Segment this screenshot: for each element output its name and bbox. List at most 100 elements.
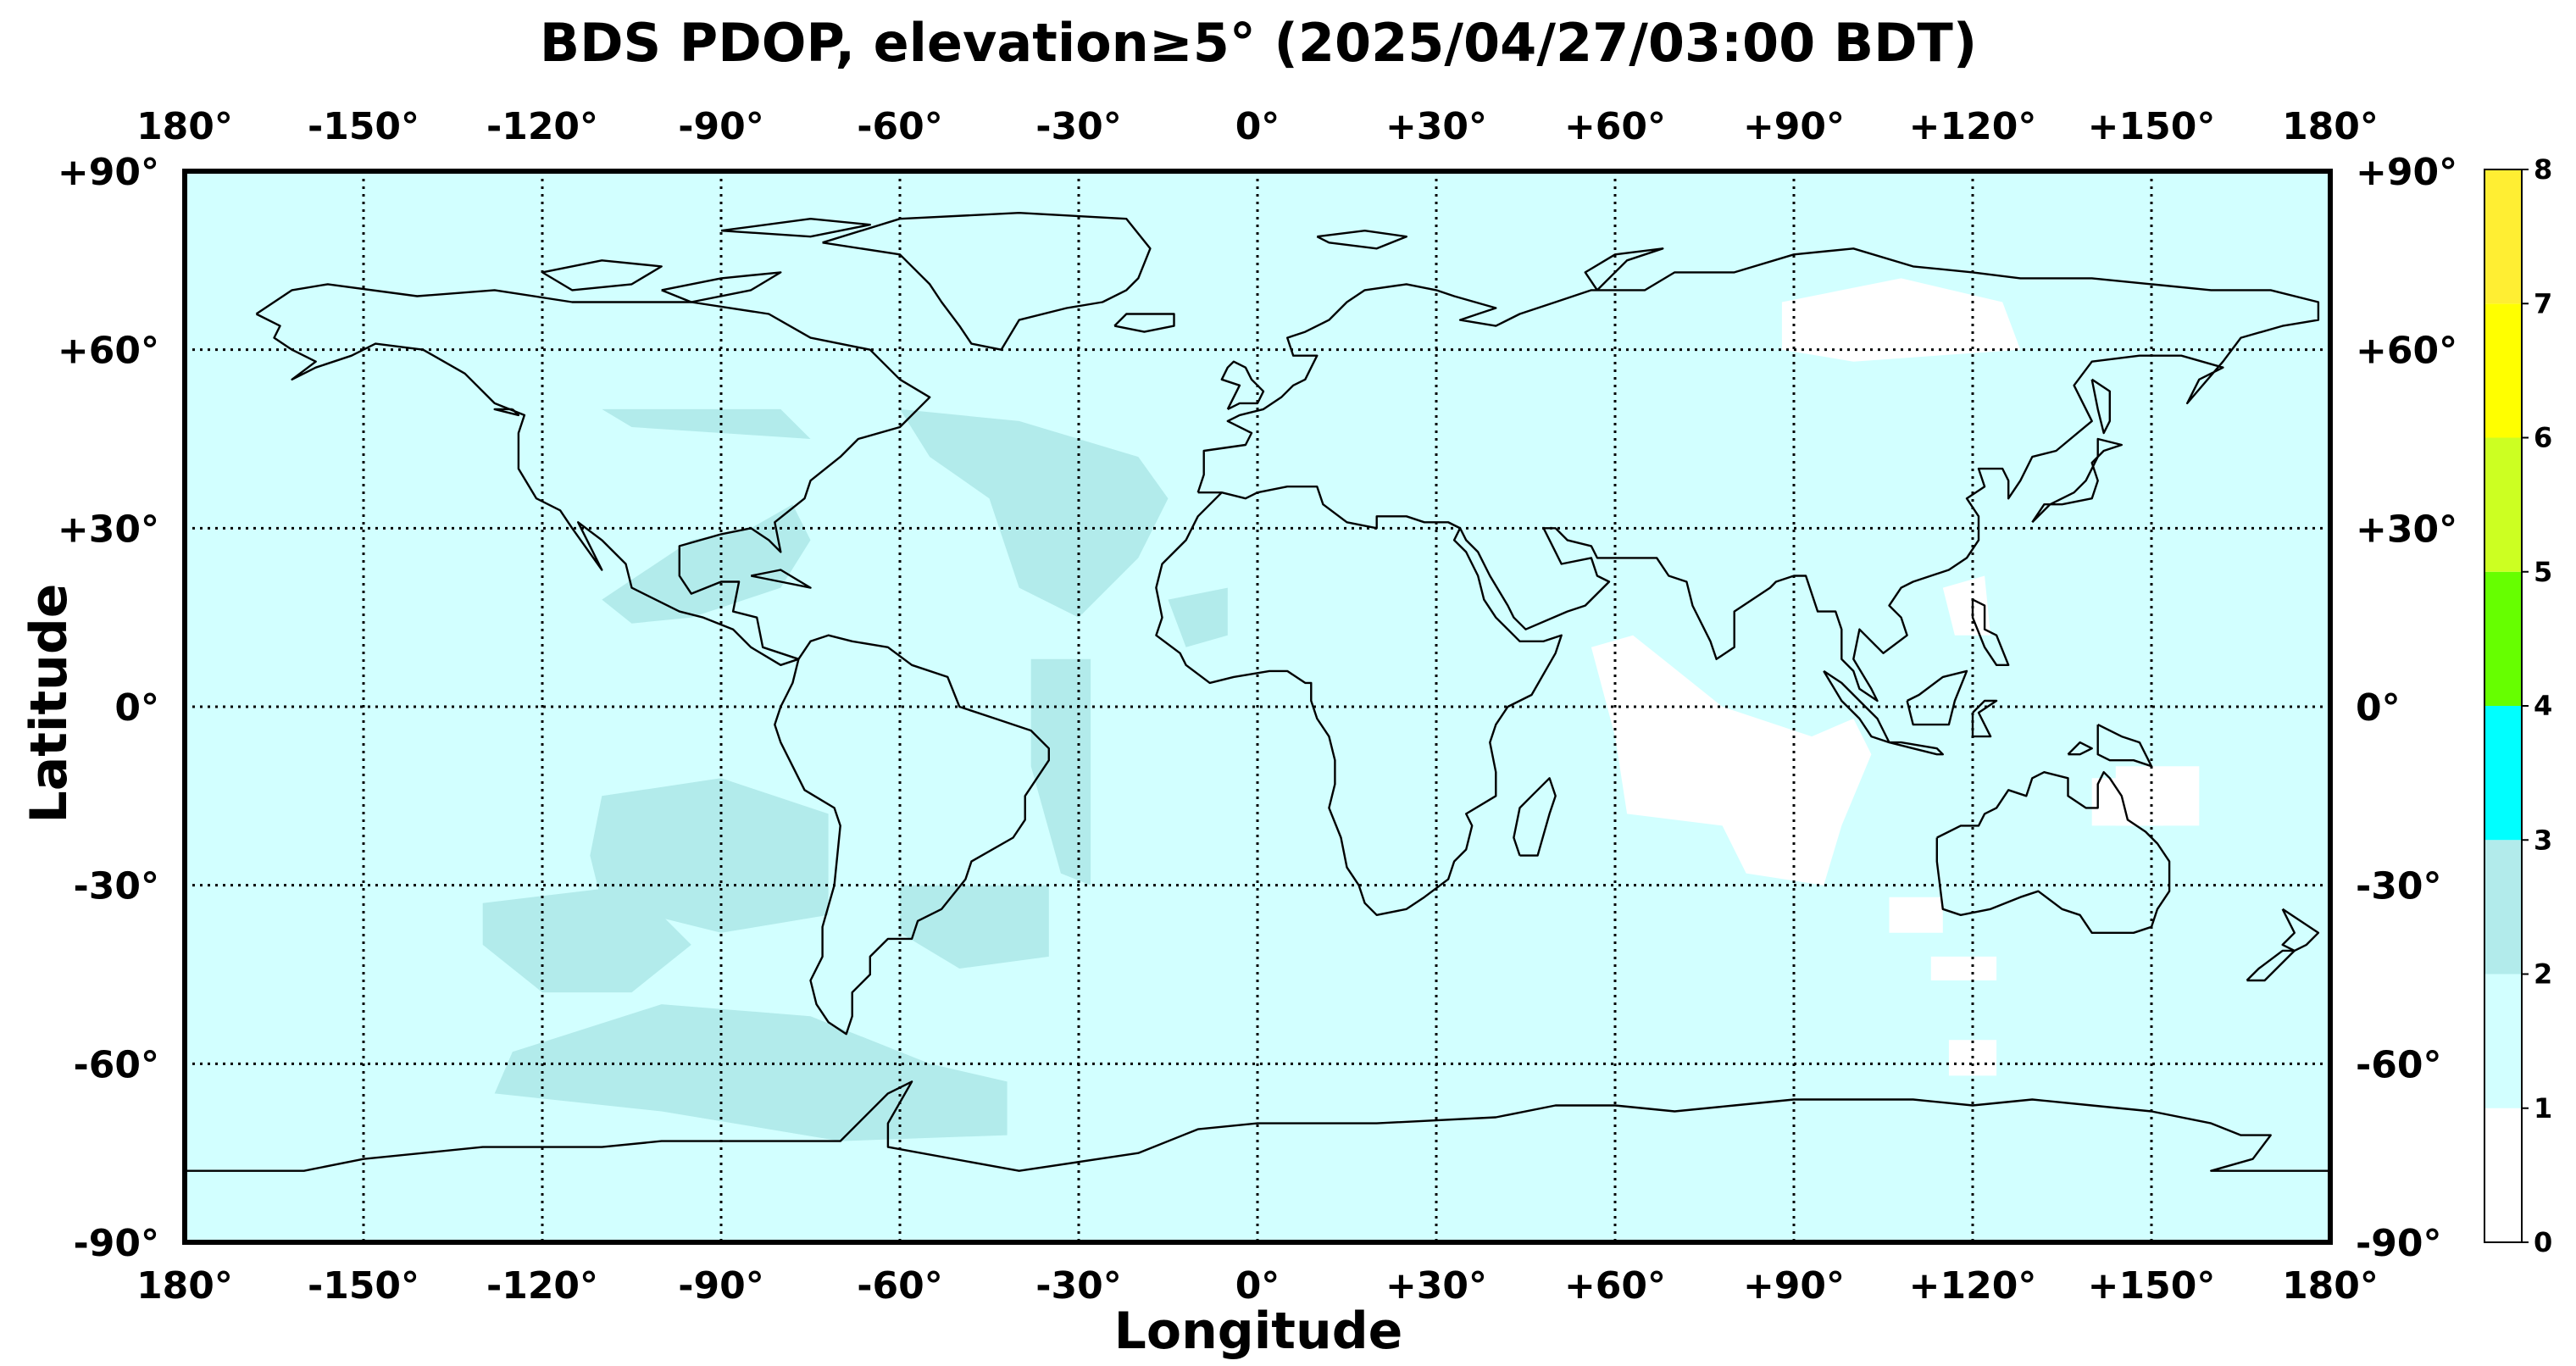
y-tick-label-right: +60° <box>2356 330 2457 373</box>
coastline <box>2281 908 2320 952</box>
coastline <box>2096 724 2153 768</box>
x-tick-label-top: -150° <box>308 105 419 148</box>
x-tick-label-bottom: -120° <box>486 1264 598 1308</box>
colorbar-bin <box>2484 303 2522 438</box>
x-tick-label-bottom: -150° <box>308 1264 419 1308</box>
coastlines <box>185 211 2330 1172</box>
coastline <box>1906 669 1968 726</box>
pdop-region-0-1-13 <box>1889 897 1943 933</box>
coastline <box>1889 741 1945 756</box>
pdop-region-2-3-6 <box>482 885 691 993</box>
y-tick-label-right: -90° <box>2356 1222 2442 1265</box>
colorbar-bin <box>2484 169 2522 304</box>
y-tick-label-right: +90° <box>2356 151 2457 194</box>
y-tick-label-left: +90° <box>58 151 159 194</box>
coastline <box>1113 313 1175 333</box>
x-tick-label-top: -60° <box>857 105 943 148</box>
y-tick-label-right: +30° <box>2356 508 2457 551</box>
y-tick-label-left: -60° <box>74 1043 160 1086</box>
colorbar-tick-label: 5 <box>2534 556 2552 588</box>
coastline <box>1971 699 1998 738</box>
coastline <box>1971 598 2010 666</box>
coastline <box>661 271 782 303</box>
coastline <box>1935 771 2171 935</box>
pdop-region-0-1-11 <box>1781 278 2021 362</box>
coastline <box>541 259 663 292</box>
pdop-region-0-1-9 <box>1591 635 1872 886</box>
colorbar-bin <box>2484 706 2522 841</box>
x-tick-label-top: 180° <box>136 105 233 148</box>
x-tick-label-top: +90° <box>1743 105 1845 148</box>
colorbar-bin <box>2484 974 2522 1108</box>
colorbar-tick-label: 1 <box>2534 1092 2552 1124</box>
map-title: BDS PDOP, elevation≥5° (2025/04/27/03:00… <box>539 12 1978 74</box>
x-tick-label-bottom: 180° <box>136 1264 233 1308</box>
coastline <box>1316 230 1408 250</box>
coastline <box>774 634 1051 1036</box>
coastline <box>1196 247 2320 702</box>
x-tick-label-top: -30° <box>1035 105 1122 148</box>
x-tick-label-bottom: +90° <box>1743 1264 1845 1308</box>
colorbar-bin <box>2484 1108 2522 1242</box>
colorbar-bin <box>2484 571 2522 706</box>
x-axis-label: Longitude <box>1113 1302 1403 1361</box>
coastline <box>822 211 1152 351</box>
y-tick-label-right: -60° <box>2356 1043 2442 1086</box>
x-tick-label-bottom: +150° <box>2088 1264 2216 1308</box>
colorbar-tick-label: 0 <box>2534 1226 2552 1258</box>
pdop-region-0-1-14 <box>1930 956 1997 980</box>
pdop-region-2-3-4 <box>1168 587 1228 647</box>
pdop-region-2-3-2 <box>900 408 1169 618</box>
x-tick-label-top: -120° <box>486 105 598 148</box>
x-tick-label-bottom: +30° <box>1385 1264 1487 1308</box>
pdop-region-2-3-7 <box>900 885 1049 969</box>
x-tick-label-top: -90° <box>678 105 764 148</box>
axis-ticks: 180° 180° -150° -150° -120° -120° -90° -90° -60°… <box>58 105 2457 1308</box>
y-tick-label-left: +30° <box>58 508 159 551</box>
pdop-region-0-1-16 <box>2115 766 2200 826</box>
colorbar: 0 1 2 3 4 5 6 7 8 <box>2484 153 2552 1258</box>
y-axis-label: Latitude <box>19 583 79 824</box>
coastline <box>1155 491 1563 917</box>
x-tick-label-bottom: +60° <box>1564 1264 1666 1308</box>
x-tick-label-top: +30° <box>1385 105 1487 148</box>
coastline <box>2067 741 2093 756</box>
x-tick-label-bottom: 180° <box>2282 1264 2379 1308</box>
y-tick-label-left: +60° <box>58 330 159 373</box>
coastline <box>2246 949 2296 982</box>
colorbar-tick-label: 7 <box>2534 287 2552 319</box>
plot-frame <box>182 169 2333 1245</box>
coastline <box>493 408 520 417</box>
pdop-region-0-1-10 <box>1942 575 1991 636</box>
x-tick-label-top: +150° <box>2088 105 2216 148</box>
coastline <box>720 218 872 238</box>
y-tick-label-right: 0° <box>2356 686 2401 730</box>
y-tick-label-right: -30° <box>2356 865 2442 908</box>
y-tick-label-left: -30° <box>74 865 160 908</box>
coastline <box>2090 378 2112 435</box>
colorbar-tick-label: 2 <box>2534 958 2552 991</box>
x-tick-label-bottom: +120° <box>1909 1264 2037 1308</box>
x-tick-label-bottom: -60° <box>857 1264 943 1308</box>
x-tick-label-bottom: 0° <box>1235 1264 1280 1308</box>
colorbar-bin <box>2484 437 2522 572</box>
x-tick-label-top: +60° <box>1564 105 1666 148</box>
grid-lines <box>185 171 2330 1242</box>
coastline <box>185 1080 2330 1172</box>
coastline <box>1513 777 1557 857</box>
pdop-region-2-3-3 <box>1030 658 1091 886</box>
pdop-region-2-3-5 <box>590 778 829 933</box>
coastline <box>1584 247 1664 292</box>
coastline <box>2031 437 2124 524</box>
x-tick-label-bottom: -90° <box>678 1264 764 1308</box>
colorbar-tick-label: 3 <box>2534 824 2552 856</box>
y-tick-label-left: -90° <box>74 1222 160 1265</box>
x-tick-label-bottom: -30° <box>1035 1264 1122 1308</box>
x-tick-label-top: 180° <box>2282 105 2379 148</box>
colorbar-tick-label: 4 <box>2534 690 2552 722</box>
y-tick-label-left: 0° <box>114 686 159 730</box>
coastline <box>255 283 931 666</box>
coastline <box>1220 360 1265 410</box>
